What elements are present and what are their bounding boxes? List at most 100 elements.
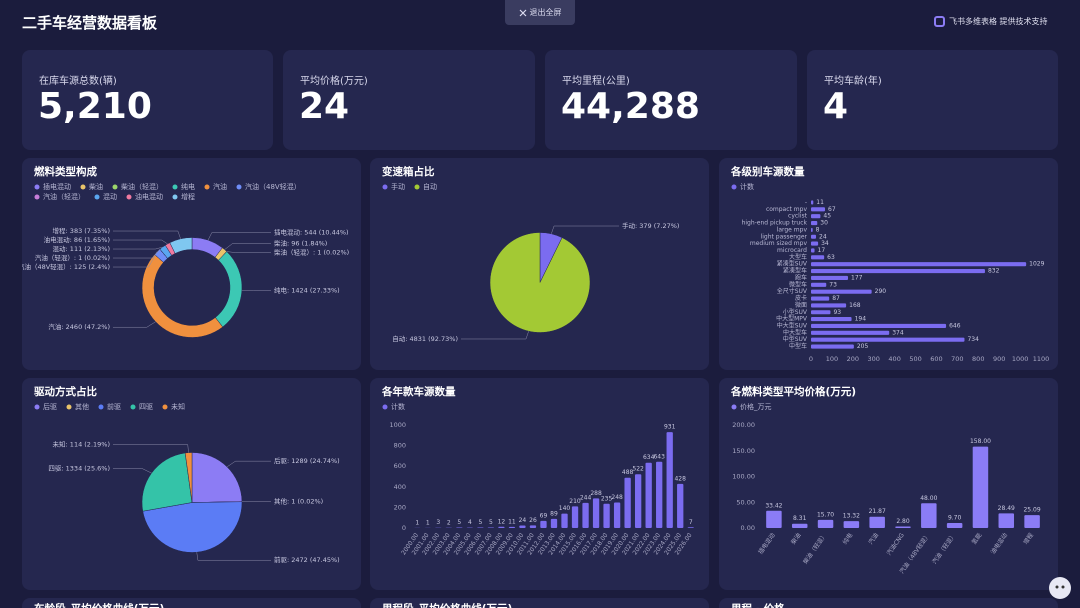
legend-item[interactable]: 柴油 — [80, 182, 104, 191]
assistant-avatar[interactable] — [1048, 576, 1072, 600]
legend-swatch — [414, 184, 420, 190]
legend-label: 汽油 — [213, 182, 227, 191]
slice-category: 未知 — [53, 440, 66, 449]
kpi-card: 平均车龄(年) 4 — [807, 50, 1058, 150]
value-label: 15.70 — [817, 511, 834, 518]
leader-line — [113, 251, 158, 268]
legend-item[interactable]: 前驱 — [98, 402, 122, 411]
x-tick-label: 900 — [993, 355, 1005, 363]
legend-item[interactable]: 汽油（轻混） — [34, 192, 86, 201]
value-label: 374 — [892, 329, 904, 336]
y-tick-label: medium sized mpv — [750, 240, 808, 247]
legend-item[interactable]: 插电混动 — [34, 182, 72, 191]
brand[interactable]: 飞书多维表格 提供技术支持 — [934, 16, 1048, 27]
bar — [869, 516, 885, 528]
pie-slice — [489, 232, 591, 333]
y-tick-label: 400 — [394, 483, 406, 491]
leader-line — [224, 243, 271, 250]
legend-item[interactable]: 计数 — [382, 402, 406, 411]
bar — [811, 344, 854, 349]
bar — [811, 227, 813, 232]
leader-line — [551, 225, 619, 234]
legend-label: 四驱 — [139, 403, 153, 411]
slice-label: 汽油（48V轻混）: 125 (2.4%) — [22, 262, 110, 271]
bar — [592, 498, 600, 528]
bar — [550, 518, 558, 528]
legend-label: 后驱 — [43, 402, 57, 411]
slice-category: 前驱 — [274, 555, 288, 564]
legend-swatch — [94, 194, 100, 200]
bar — [498, 526, 505, 528]
legend-item[interactable]: 价格_万元 — [731, 402, 772, 411]
y-tick-label: light passenger — [761, 233, 808, 240]
bar — [811, 255, 825, 260]
bar — [811, 214, 821, 219]
value-label: 177 — [851, 274, 863, 281]
legend-item[interactable]: 油电混动 — [126, 192, 164, 201]
legend-item[interactable]: 计数 — [731, 182, 755, 191]
legend-item[interactable]: 自动 — [414, 182, 438, 191]
bar — [811, 282, 827, 287]
x-tick-label: 插电混动 — [756, 531, 776, 555]
x-tick-label: 油电混动 — [989, 531, 1009, 555]
x-tick-label: 200 — [847, 355, 859, 363]
y-tick-label: 小型SUV — [783, 308, 808, 316]
bar — [946, 523, 963, 528]
value-label: 93 — [833, 309, 841, 316]
legend-item[interactable]: 四驱 — [130, 403, 154, 411]
pie-slice — [141, 452, 193, 512]
legend-label: 增程 — [181, 192, 195, 201]
value-label: 13.32 — [843, 513, 860, 520]
kpi-label: 在库车源总数(辆) — [39, 76, 117, 87]
legend-swatch — [236, 184, 242, 190]
leader-line — [113, 230, 181, 239]
chart-title: 驱动方式占比 — [34, 385, 97, 398]
value-label: 3 — [436, 519, 440, 526]
legend-item[interactable]: 手动 — [382, 182, 406, 191]
legend-item[interactable]: 后驱 — [34, 402, 58, 411]
value-label: 9.70 — [948, 515, 962, 522]
value-label: 17 — [818, 247, 826, 254]
slice-value: : 2472 (47.45%) — [287, 556, 340, 564]
slice-value: : 1289 (24.74%) — [287, 457, 340, 465]
kpi-card: 在库车源总数(辆) 5,210 — [22, 50, 273, 150]
value-label: 12 — [498, 518, 506, 525]
bar — [811, 220, 818, 226]
exit-fullscreen-button[interactable]: 退出全屏 — [505, 0, 575, 25]
legend-swatch — [162, 404, 168, 410]
legend-swatch — [731, 404, 737, 410]
bar — [645, 462, 652, 528]
kpi-value: 4 — [823, 86, 849, 127]
y-tick-label: 800 — [394, 442, 406, 450]
legend-item[interactable]: 增程 — [172, 192, 196, 201]
legend-item[interactable]: 汽油（48V轻混） — [236, 182, 301, 191]
value-label: 646 — [949, 322, 961, 329]
legend-item[interactable]: 未知 — [162, 402, 186, 411]
pie-slice — [141, 254, 224, 338]
legend-item[interactable]: 纯电 — [172, 182, 196, 191]
bar — [519, 525, 526, 528]
value-label: 34 — [821, 240, 829, 247]
chart-title: 变速箱占比 — [382, 165, 435, 178]
legend-swatch — [204, 184, 210, 190]
value-label: 11 — [508, 518, 516, 525]
legend-item[interactable]: 混动 — [94, 192, 118, 201]
legend-item[interactable]: 柴油（轻混） — [112, 182, 164, 191]
legend-label: 油电混动 — [135, 192, 163, 201]
value-label: 2 — [447, 519, 451, 526]
legend-item[interactable]: 汽油 — [204, 182, 228, 191]
legend-label: 柴油 — [89, 182, 103, 191]
slice-category: 汽油 — [48, 322, 61, 331]
slice-category: 柴油 — [274, 239, 287, 248]
slice-label: 未知: 114 (2.19%) — [53, 440, 110, 449]
bar — [508, 526, 516, 528]
value-label: 1 — [415, 519, 419, 526]
x-tick-label: 600 — [930, 355, 942, 363]
y-tick-label: 0.00 — [741, 524, 755, 532]
value-label: 5 — [489, 519, 493, 526]
legend-item[interactable]: 其他 — [66, 402, 90, 411]
slice-label: 插电混动: 544 (10.44%) — [274, 228, 349, 237]
slice-category: 纯电 — [274, 286, 288, 295]
slice-label: 手动: 379 (7.27%) — [622, 221, 679, 230]
y-tick-label: 200 — [394, 503, 406, 511]
